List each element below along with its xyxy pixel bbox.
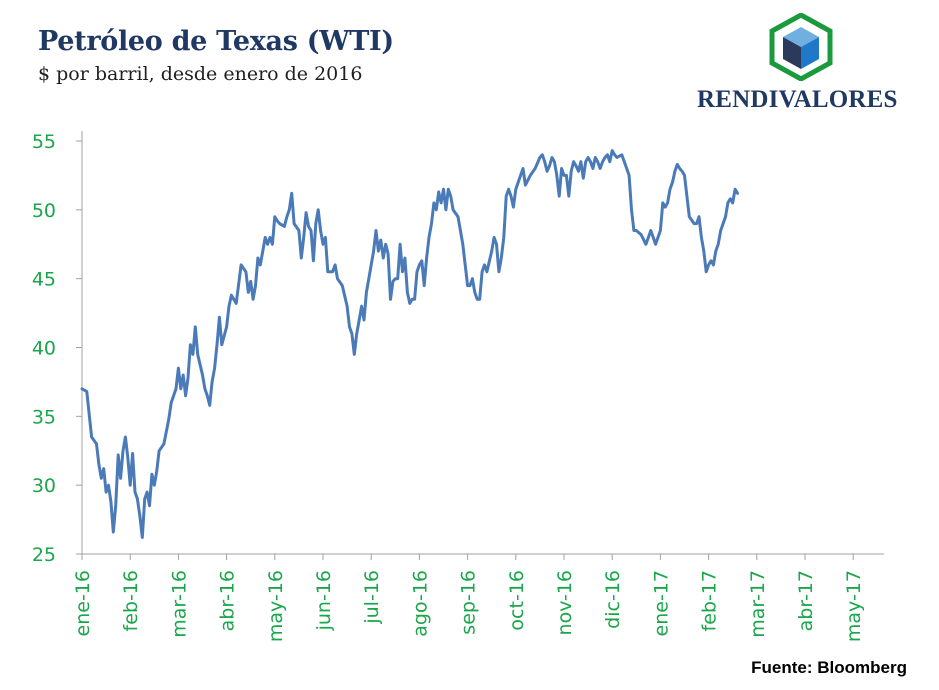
x-tick-label: ene-17 bbox=[650, 570, 672, 636]
x-tick-label: mar-17 bbox=[747, 570, 769, 638]
x-tick-label: dic-16 bbox=[602, 570, 624, 629]
chart-axes bbox=[76, 131, 884, 560]
x-tick-labels: ene-16 feb-16 mar-16 abr-16 may-16 jun-16 jul-… bbox=[72, 570, 865, 642]
y-tick-label: 50 bbox=[32, 200, 56, 222]
x-tick-label: abr-17 bbox=[795, 570, 817, 631]
x-tick-label: abr-16 bbox=[217, 570, 239, 631]
y-tick-label: 40 bbox=[32, 338, 56, 360]
chart-subtitle: $ por barril, desde enero de 2016 bbox=[38, 63, 363, 85]
x-tick-label: sep-16 bbox=[458, 570, 480, 635]
x-tick-label: jun-16 bbox=[313, 570, 335, 631]
y-tick-label: 45 bbox=[32, 269, 56, 291]
y-tick-label: 55 bbox=[32, 131, 56, 153]
x-tick-label: ene-16 bbox=[72, 570, 94, 636]
x-tick-label: ago-16 bbox=[409, 570, 431, 637]
x-tick-label: mar-16 bbox=[168, 570, 190, 638]
chart-title: Petróleo de Texas (WTI) bbox=[38, 26, 394, 57]
x-tick-label: may-16 bbox=[265, 570, 287, 642]
wti-price-line bbox=[80, 149, 739, 539]
source-note: Fuente: Bloomberg bbox=[751, 658, 907, 677]
cube-hexagon-logo-icon bbox=[769, 13, 833, 81]
brand-name: RENDIVALORES bbox=[697, 86, 898, 113]
x-tick-label: feb-17 bbox=[699, 570, 721, 631]
y-tick-label: 35 bbox=[32, 406, 56, 428]
y-tick-label: 30 bbox=[32, 475, 56, 497]
x-tick-label: feb-16 bbox=[120, 570, 142, 631]
x-tick-label: nov-16 bbox=[554, 570, 576, 635]
y-tick-labels: 25 30 35 40 45 50 55 bbox=[32, 131, 56, 566]
x-tick-label: may-17 bbox=[843, 570, 865, 642]
x-tick-label: oct-16 bbox=[506, 570, 528, 631]
y-tick-label: 25 bbox=[32, 544, 56, 566]
x-tick-label: jul-16 bbox=[361, 570, 383, 625]
